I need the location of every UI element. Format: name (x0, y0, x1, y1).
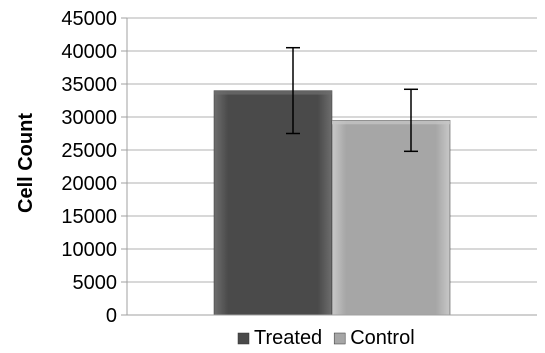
y-tick-label: 40000 (61, 41, 117, 63)
y-axis-title: Cell Count (15, 113, 37, 213)
legend-label-treated: Treated (254, 327, 322, 349)
y-tick-labels: 0 5000 10000 15000 20000 25000 30000 35000 40000… (61, 8, 117, 327)
error-bars (286, 46, 418, 153)
bar-control (331, 120, 451, 316)
legend-swatch-control (333, 332, 346, 345)
y-tick-label: 45000 (61, 8, 117, 30)
y-tick-label: 30000 (61, 107, 117, 129)
bar-bevel (214, 90, 332, 95)
legend: Treated Control (237, 327, 415, 349)
legend-swatch-treated (237, 332, 250, 345)
y-tick-label: 15000 (61, 206, 117, 228)
y-tick-label: 25000 (61, 140, 117, 162)
y-tick-label: 20000 (61, 173, 117, 195)
legend-label-control: Control (350, 327, 414, 349)
y-tick-label: 35000 (61, 74, 117, 96)
y-tick-label: 5000 (73, 272, 118, 294)
bar-treated (213, 90, 333, 316)
y-tick-label: 0 (106, 305, 117, 327)
bar-bevel (332, 120, 450, 125)
y-tick-label: 10000 (61, 239, 117, 261)
bar-group (213, 90, 451, 316)
